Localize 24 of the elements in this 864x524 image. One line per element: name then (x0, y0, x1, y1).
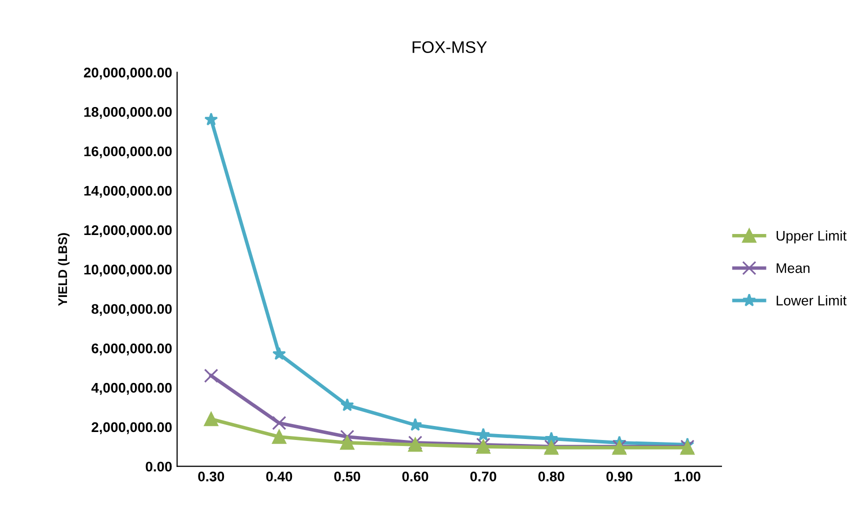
y-tick-label: 14,000,000.00 (84, 186, 172, 198)
x-tick-label: 0.80 (538, 472, 564, 482)
y-tick-label: 10,000,000.00 (84, 264, 172, 277)
legend-label: Mean (776, 263, 810, 274)
legend-label: Lower Limit (776, 295, 847, 306)
y-tick-label: 8,000,000.00 (92, 304, 172, 316)
y-tick-label: 2,000,000.00 (92, 422, 172, 434)
x-tick-label: 0.30 (198, 472, 224, 482)
x-tick-label: 1.00 (674, 472, 700, 482)
x-tick-label: 0.90 (606, 472, 632, 482)
y-tick-label: 6,000,000.00 (92, 343, 172, 356)
x-tick-label: 0.70 (470, 472, 496, 482)
x-tick-label: 0.40 (266, 472, 292, 482)
chart-title: FOX-MSY (412, 41, 487, 54)
y-axis-title: YIELD (LBS) (58, 233, 70, 306)
x-tick-label: 0.50 (334, 472, 360, 482)
y-tick-label: 0.00 (146, 462, 172, 472)
y-tick-label: 12,000,000.00 (84, 225, 172, 238)
y-tick-label: 16,000,000.00 (84, 146, 172, 158)
y-tick-label: 18,000,000.00 (84, 107, 172, 119)
y-tick-label: 4,000,000.00 (91, 382, 172, 395)
y-tick-label: 20,000,000.00 (84, 68, 172, 80)
x-tick-label: 0.60 (402, 472, 428, 482)
legend-label: Upper Limit (776, 230, 847, 244)
